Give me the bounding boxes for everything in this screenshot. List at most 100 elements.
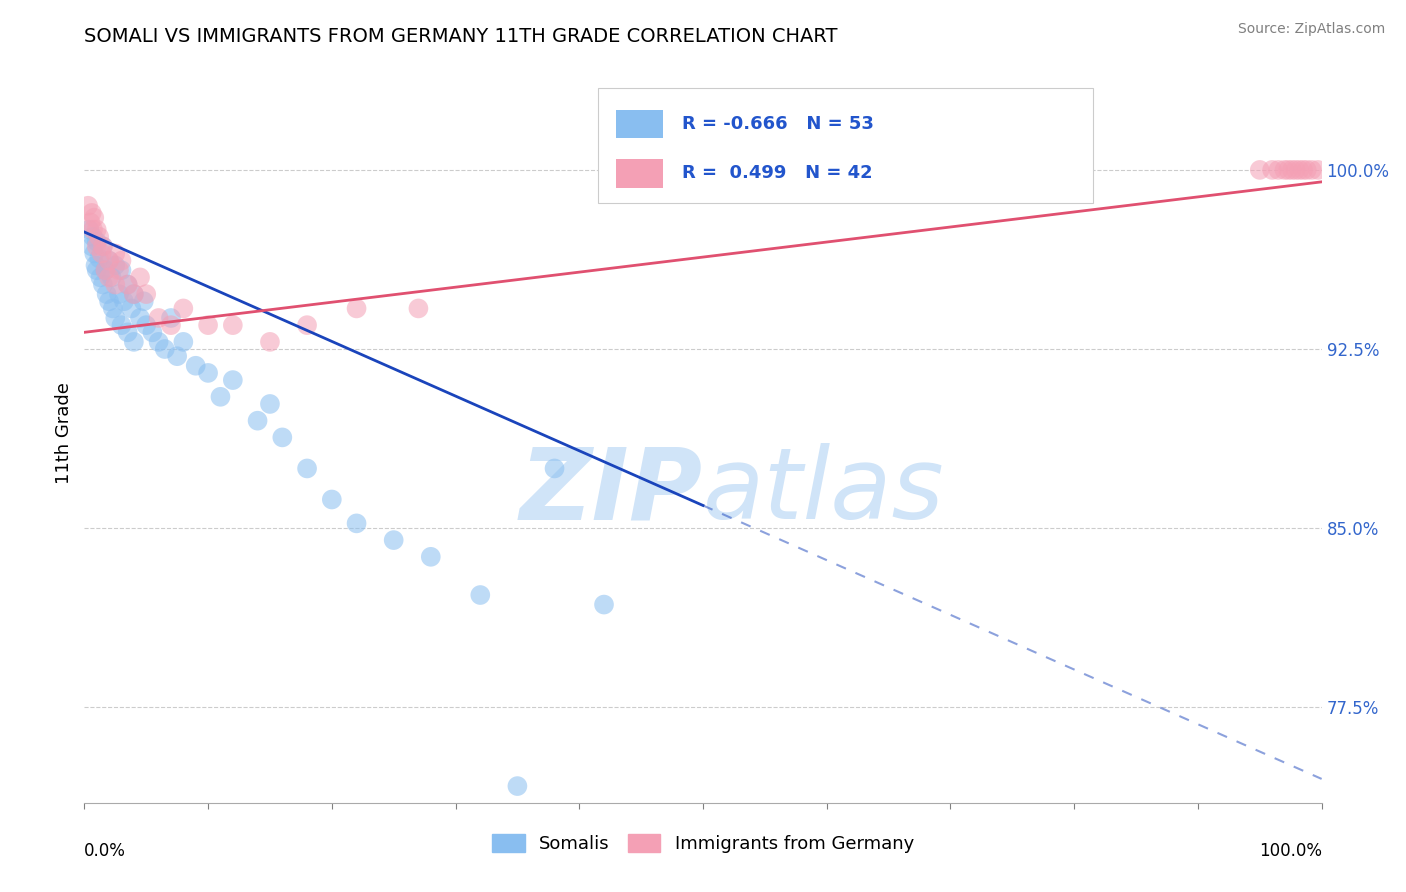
Point xyxy=(1277,162,1299,177)
Point xyxy=(1306,162,1329,177)
Point xyxy=(120,301,142,316)
Point xyxy=(1301,162,1323,177)
Point xyxy=(122,287,145,301)
Point xyxy=(83,246,105,260)
Point xyxy=(104,246,127,260)
FancyBboxPatch shape xyxy=(598,88,1092,203)
Point xyxy=(506,779,529,793)
Point xyxy=(98,270,121,285)
Point xyxy=(77,199,100,213)
Point xyxy=(153,342,176,356)
Point xyxy=(129,310,152,325)
Point xyxy=(141,326,163,340)
Point xyxy=(1249,162,1271,177)
Legend: Somalis, Immigrants from Germany: Somalis, Immigrants from Germany xyxy=(485,827,921,861)
Text: Source: ZipAtlas.com: Source: ZipAtlas.com xyxy=(1237,22,1385,37)
Point xyxy=(271,430,294,444)
Point xyxy=(346,516,368,531)
Point xyxy=(89,252,111,266)
Point xyxy=(79,222,101,236)
Point xyxy=(122,334,145,349)
Y-axis label: 11th Grade: 11th Grade xyxy=(55,382,73,483)
Point xyxy=(104,310,127,325)
Point xyxy=(110,253,132,268)
Point xyxy=(108,263,131,277)
Point xyxy=(89,229,111,244)
Point xyxy=(160,310,183,325)
Point xyxy=(209,390,232,404)
Point xyxy=(184,359,207,373)
Point xyxy=(86,222,108,236)
Point xyxy=(82,229,104,244)
Point xyxy=(419,549,441,564)
Point xyxy=(222,373,245,387)
Point xyxy=(1292,162,1315,177)
Point xyxy=(117,326,139,340)
Point xyxy=(86,263,108,277)
Point xyxy=(132,294,155,309)
Point xyxy=(110,263,132,277)
Point xyxy=(86,239,108,253)
Point xyxy=(1288,162,1310,177)
Point xyxy=(84,259,107,273)
Text: 100.0%: 100.0% xyxy=(1258,842,1322,860)
Point xyxy=(108,287,131,301)
Point xyxy=(94,263,117,277)
Point xyxy=(112,294,135,309)
Point xyxy=(172,334,194,349)
Point xyxy=(135,287,157,301)
Point xyxy=(91,239,114,253)
Point xyxy=(86,235,108,249)
Point xyxy=(82,222,104,236)
Point xyxy=(172,301,194,316)
Point xyxy=(408,301,430,316)
Point xyxy=(80,206,103,220)
Point xyxy=(135,318,157,333)
Point xyxy=(83,211,105,225)
Text: 0.0%: 0.0% xyxy=(84,842,127,860)
Point xyxy=(110,318,132,333)
Point xyxy=(148,334,170,349)
Point xyxy=(91,277,114,292)
Point xyxy=(346,301,368,316)
Text: R = -0.666   N = 53: R = -0.666 N = 53 xyxy=(682,115,875,133)
Point xyxy=(89,270,111,285)
Point xyxy=(101,301,124,316)
Point xyxy=(148,310,170,325)
Point xyxy=(98,253,121,268)
FancyBboxPatch shape xyxy=(616,110,664,138)
Point xyxy=(122,287,145,301)
Point xyxy=(79,215,101,229)
Point xyxy=(1261,162,1284,177)
Point xyxy=(470,588,492,602)
Point xyxy=(1295,162,1317,177)
Point xyxy=(80,239,103,253)
Point xyxy=(94,263,117,277)
Point xyxy=(104,277,127,292)
Point xyxy=(100,270,122,285)
Point xyxy=(1281,162,1303,177)
Point xyxy=(543,461,565,475)
Point xyxy=(246,414,269,428)
Point xyxy=(117,277,139,292)
Point xyxy=(197,366,219,380)
Point xyxy=(129,270,152,285)
FancyBboxPatch shape xyxy=(616,160,664,187)
Point xyxy=(96,287,118,301)
Text: SOMALI VS IMMIGRANTS FROM GERMANY 11TH GRADE CORRELATION CHART: SOMALI VS IMMIGRANTS FROM GERMANY 11TH G… xyxy=(84,27,838,45)
Point xyxy=(166,349,188,363)
Point xyxy=(197,318,219,333)
Point xyxy=(1285,162,1308,177)
Point xyxy=(160,318,183,333)
Point xyxy=(295,318,318,333)
Point xyxy=(98,253,121,268)
Text: ZIP: ZIP xyxy=(520,443,703,541)
Point xyxy=(259,397,281,411)
Point xyxy=(222,318,245,333)
Text: atlas: atlas xyxy=(703,443,945,541)
Point xyxy=(91,239,114,253)
Text: R =  0.499   N = 42: R = 0.499 N = 42 xyxy=(682,164,873,183)
Point xyxy=(117,277,139,292)
Point xyxy=(382,533,405,547)
Point xyxy=(321,492,343,507)
